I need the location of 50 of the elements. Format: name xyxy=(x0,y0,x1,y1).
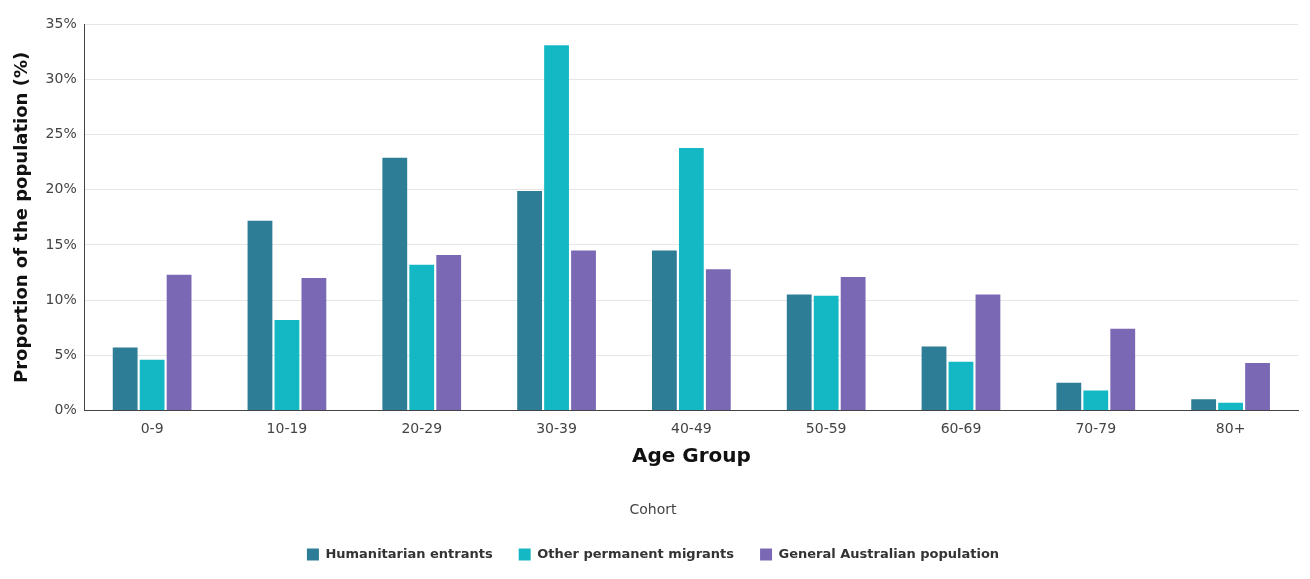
y-tick-label: 0% xyxy=(54,401,77,418)
bar xyxy=(247,220,273,410)
bar xyxy=(409,264,435,410)
bar xyxy=(1056,382,1082,410)
bar xyxy=(786,294,812,410)
legend-title: Cohort xyxy=(629,500,678,517)
bar xyxy=(678,147,704,410)
x-tick-label: 50-59 xyxy=(805,420,847,437)
x-tick-label: 30-39 xyxy=(536,420,577,437)
y-tick-label: 10% xyxy=(45,290,77,307)
x-tick-label: 70-79 xyxy=(1075,420,1117,437)
bar xyxy=(139,359,165,410)
bar xyxy=(1083,390,1109,410)
y-tick-label: 30% xyxy=(45,70,77,87)
bar xyxy=(544,45,569,410)
bar xyxy=(1191,399,1217,410)
y-tick-label: 5% xyxy=(54,345,77,362)
bar xyxy=(166,274,192,410)
bar xyxy=(571,250,596,410)
y-tick-label: 35% xyxy=(45,15,77,32)
x-tick-label: 0-9 xyxy=(140,420,164,437)
x-tick-label: 60-69 xyxy=(940,420,982,437)
x-tick-label: 20-29 xyxy=(401,420,443,437)
y-axis-title: Proportion of the population (%) xyxy=(10,51,32,383)
x-tick-label: 40-49 xyxy=(671,420,712,437)
legend-label: Humanitarian entrants xyxy=(325,545,493,561)
bar xyxy=(705,269,731,410)
y-tick-label: 20% xyxy=(45,180,77,197)
bar xyxy=(975,294,1001,410)
y-tick-label: 25% xyxy=(45,125,77,142)
x-axis-title: Age Group xyxy=(631,443,751,468)
bar xyxy=(813,295,839,410)
bar xyxy=(382,157,408,410)
bar xyxy=(274,319,300,410)
bar xyxy=(1218,402,1243,410)
bar xyxy=(651,250,677,410)
bar xyxy=(1110,328,1136,410)
legend-label: General Australian population xyxy=(778,545,1000,561)
bar xyxy=(112,347,138,410)
bar xyxy=(436,254,462,410)
bar xyxy=(948,361,974,410)
bar xyxy=(1245,362,1270,410)
bar xyxy=(301,278,327,410)
bar xyxy=(517,190,542,410)
x-tick-label: 10-19 xyxy=(266,420,308,437)
x-tick-label: 80+ xyxy=(1215,420,1246,437)
legend-label: Other permanent migrants xyxy=(537,545,735,561)
bar xyxy=(921,346,947,410)
bar xyxy=(840,276,866,410)
y-tick-label: 15% xyxy=(45,235,77,252)
